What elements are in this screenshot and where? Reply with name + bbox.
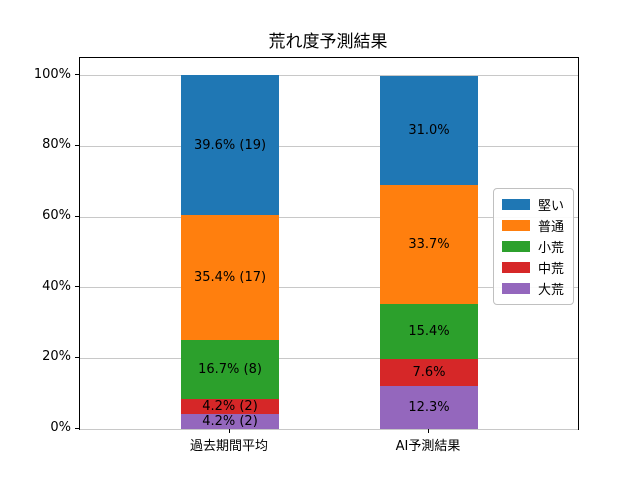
bar-segment-s3-c0: 4.2% (2) — [181, 399, 279, 415]
legend-label: 大荒 — [538, 283, 565, 298]
bar-segment-s2-c1: 15.4% — [380, 304, 478, 359]
y-axis-tick — [75, 74, 79, 76]
legend-entry-3: 中荒 — [502, 257, 564, 278]
y-tick-label: 80% — [42, 137, 71, 153]
bar-segment-s4-c1: 12.3% — [380, 385, 478, 429]
bar-segment-s0-c0: 39.6% (19) — [181, 75, 279, 216]
legend-label: 小荒 — [538, 241, 565, 256]
x-tick-label: 過去期間平均 — [189, 439, 268, 454]
gridline — [80, 428, 578, 430]
legend-swatch — [502, 241, 530, 252]
gridline — [80, 75, 578, 77]
legend-swatch — [502, 220, 530, 231]
bar-segment-s3-c1: 7.6% — [380, 358, 478, 386]
x-axis-tick — [228, 429, 230, 433]
bar-value-label: 31.0% — [408, 122, 450, 138]
bar-segment-s0-c1: 31.0% — [380, 75, 478, 186]
y-tick-label: 100% — [33, 66, 71, 82]
y-tick-label: 40% — [42, 278, 71, 294]
x-axis-tick — [427, 429, 429, 433]
legend-label: 普通 — [538, 220, 565, 235]
legend-entry-2: 小荒 — [502, 236, 564, 257]
y-tick-label: 20% — [42, 349, 71, 365]
gridline — [80, 287, 578, 289]
chart-title: 荒れ度予測結果 — [268, 32, 388, 52]
bar-segment-s1-c1: 33.7% — [380, 185, 478, 305]
legend-swatch — [502, 262, 530, 273]
y-tick-label: 60% — [42, 208, 71, 223]
bar-value-label: 35.4% (17) — [193, 270, 267, 286]
bar-value-label: 33.7% — [408, 237, 450, 253]
bar-segment-s2-c0: 16.7% (8) — [181, 340, 279, 400]
legend-label: 堅い — [538, 199, 565, 214]
legend-entry-4: 大荒 — [502, 278, 564, 299]
bar-value-label: 39.6% (19) — [193, 137, 267, 153]
bar-value-label: 16.7% (8) — [198, 362, 262, 378]
legend-entry-0: 堅い — [502, 194, 564, 215]
bar-segment-s1-c0: 35.4% (17) — [181, 215, 279, 341]
y-tick-label: 0% — [50, 420, 71, 435]
bar-value-label: 12.3% — [408, 399, 450, 415]
bar-value-label: 15.4% — [408, 323, 450, 339]
bar-value-label: 4.2% (2) — [202, 414, 258, 430]
legend-label: 中荒 — [538, 262, 565, 277]
y-axis-tick — [75, 144, 79, 146]
bar-value-label: 7.6% — [412, 364, 446, 380]
y-axis-tick — [75, 356, 79, 358]
x-tick-label: AI予測結果 — [395, 439, 461, 454]
legend-swatch — [502, 283, 530, 294]
legend-swatch — [502, 199, 530, 210]
gridline — [80, 145, 578, 147]
bar-segment-s4-c0: 4.2% (2) — [181, 414, 279, 429]
bar-value-label: 4.2% (2) — [202, 399, 258, 415]
gridline — [80, 357, 578, 359]
gridline — [80, 216, 578, 218]
y-axis-tick — [75, 215, 79, 217]
legend: 堅い普通小荒中荒大荒 — [493, 188, 575, 305]
y-axis-tick — [75, 427, 79, 429]
y-axis-tick — [75, 286, 79, 288]
legend-entry-1: 普通 — [502, 215, 564, 236]
